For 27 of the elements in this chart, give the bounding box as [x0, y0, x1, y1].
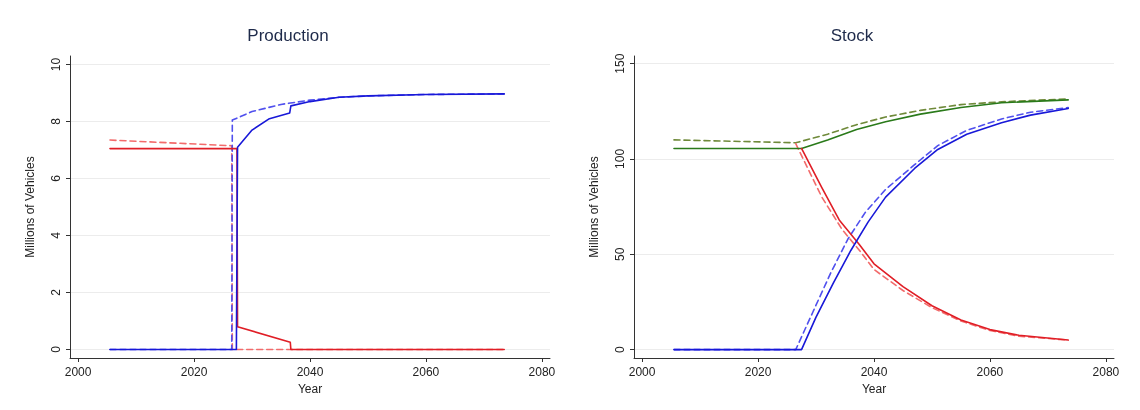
- chart-title: Production: [247, 26, 329, 45]
- line-series: [109, 93, 505, 351]
- x-tick-label: 2040: [296, 365, 324, 379]
- y-tick-label: 6: [49, 174, 63, 182]
- x-tick-label: 2040: [860, 365, 888, 379]
- x-tick-label: 2020: [180, 365, 208, 379]
- y-tick-label: 2: [49, 288, 63, 296]
- x-tick-label: 2000: [64, 365, 92, 379]
- x-tick-label: 2080: [1092, 365, 1120, 379]
- x-tick-label: 2080: [528, 365, 556, 379]
- y-tick-label: 10: [49, 57, 63, 72]
- y-axis-title: Millions of Vehicles: [23, 156, 37, 258]
- chart-title: Stock: [830, 26, 874, 45]
- x-tick-label: 2000: [628, 365, 656, 379]
- x-axis-title: Year: [861, 381, 887, 396]
- y-tick-label: 8: [49, 117, 63, 125]
- y-tick-label: 4: [49, 231, 63, 239]
- y-tick-label: 0: [49, 345, 63, 353]
- x-tick-label: 2060: [976, 365, 1004, 379]
- y-tick-label: 0: [613, 345, 627, 353]
- y-tick-label: 150: [613, 53, 627, 74]
- x-axis-title: Year: [297, 381, 323, 396]
- x-tick-label: 2060: [412, 365, 440, 379]
- x-tick-label: 2020: [744, 365, 772, 379]
- y-axis-title: Millions of Vehicles: [587, 156, 601, 258]
- y-tick-label: 100: [613, 148, 627, 169]
- y-tick-label: 50: [613, 247, 627, 261]
